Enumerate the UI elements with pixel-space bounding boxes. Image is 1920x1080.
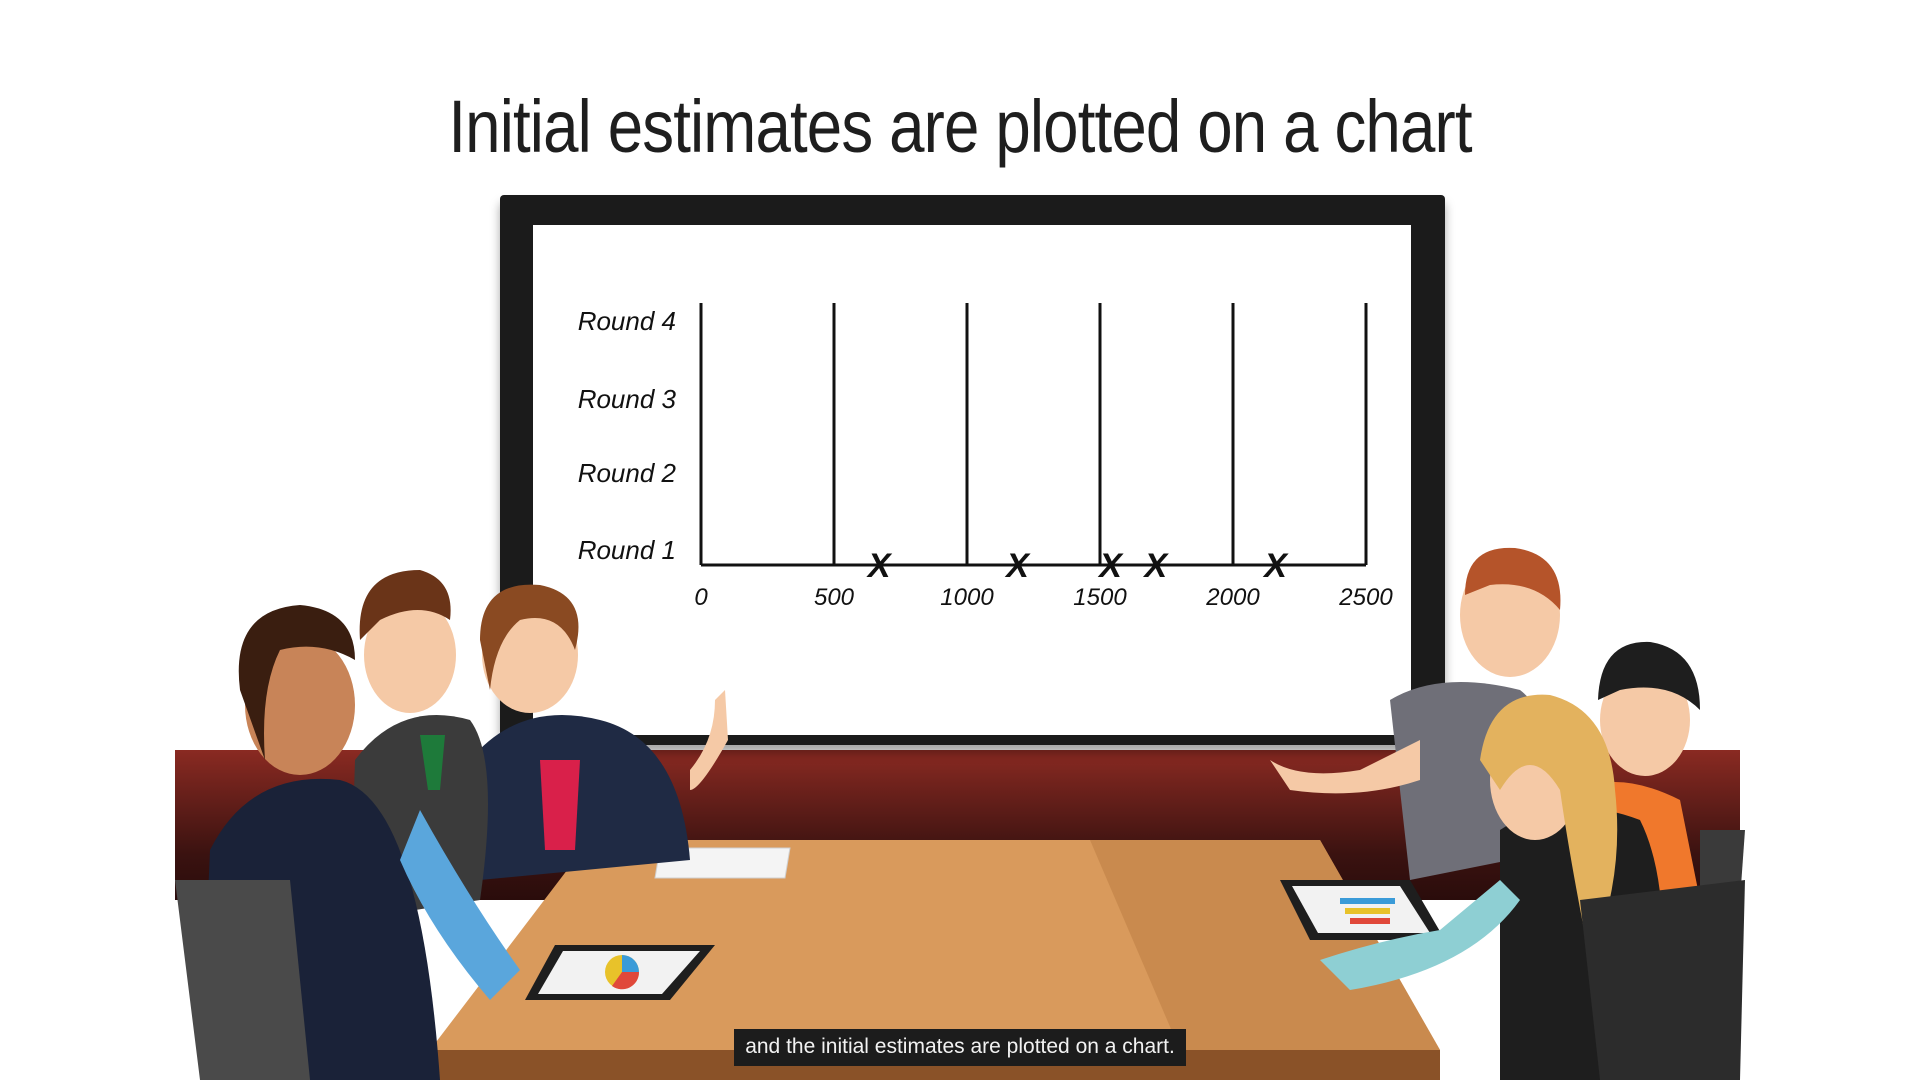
chair <box>1580 880 1745 1080</box>
person-woman-presenter <box>470 584 728 880</box>
x-tick-label: 1500 <box>1073 584 1127 611</box>
tablet-left <box>525 945 715 1000</box>
estimate-marker: X <box>1143 547 1170 585</box>
subtitle-caption: and the initial estimates are plotted on… <box>0 1029 1920 1066</box>
chair <box>175 880 310 1080</box>
x-tick-label: 0 <box>694 584 708 611</box>
estimate-marker: X <box>866 547 893 585</box>
estimate-marker: X <box>1262 547 1289 585</box>
estimate-marker: X <box>1004 547 1031 585</box>
conference-table <box>430 840 1440 1080</box>
subtitle-text: and the initial estimates are plotted on… <box>734 1029 1186 1066</box>
person-woman-blonde <box>1320 694 1745 1080</box>
x-tick-label: 1000 <box>940 584 994 611</box>
estimate-marker: X <box>1097 547 1124 585</box>
bar-chart-icon <box>1340 898 1395 904</box>
tablet-right <box>1280 880 1445 940</box>
pointing-hand <box>1270 740 1420 794</box>
round-label: Round 4 <box>578 306 676 336</box>
x-tick-label: 500 <box>814 584 855 611</box>
presentation-screen <box>533 225 1411 735</box>
person-man-front <box>175 605 520 1080</box>
estimates-chart: 0 500 1000 1500 2000 2500 Round 1 Round 2 Round … <box>578 303 1393 611</box>
x-tick-label: 2500 <box>1338 584 1393 611</box>
arm <box>1320 880 1520 990</box>
x-tick-label: 2000 <box>1205 584 1260 611</box>
round-label: Round 3 <box>578 384 677 414</box>
round-label: Round 2 <box>578 458 677 488</box>
raised-hand <box>690 690 728 790</box>
slide-headline: Initial estimates are plotted on a chart <box>448 85 1472 168</box>
round-label: Round 1 <box>578 535 676 565</box>
